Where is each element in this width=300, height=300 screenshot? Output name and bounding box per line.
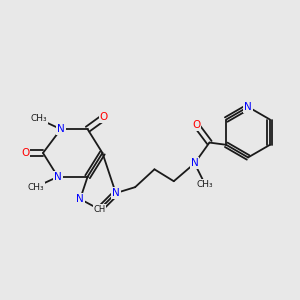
Text: N: N bbox=[191, 158, 199, 168]
Text: N: N bbox=[112, 188, 120, 198]
Text: N: N bbox=[57, 124, 65, 134]
Text: O: O bbox=[192, 120, 200, 130]
Text: CH₃: CH₃ bbox=[27, 183, 44, 192]
Text: CH: CH bbox=[93, 205, 106, 214]
Text: CH₃: CH₃ bbox=[197, 180, 213, 189]
Text: CH₃: CH₃ bbox=[30, 114, 47, 123]
Text: N: N bbox=[54, 172, 62, 182]
Text: O: O bbox=[100, 112, 108, 122]
Text: N: N bbox=[244, 102, 252, 112]
Text: O: O bbox=[21, 148, 29, 158]
Text: N: N bbox=[76, 194, 84, 204]
